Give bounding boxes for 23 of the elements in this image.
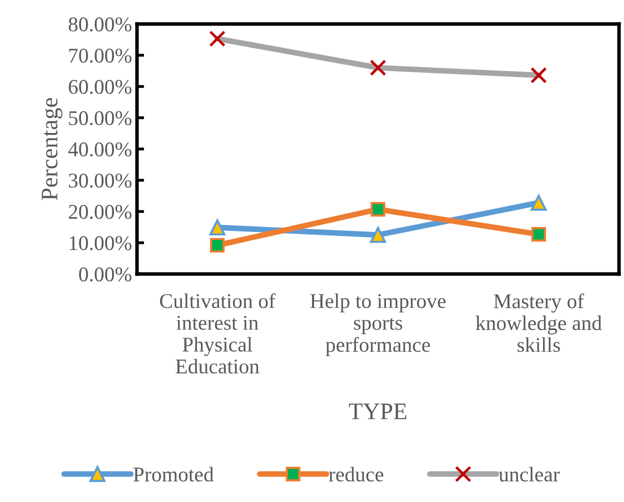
y-tick-label: 50.00% [69,111,132,126]
point [370,202,386,217]
y-axis-title: Percentage [42,98,62,200]
legend-label: Promoted [133,466,214,482]
point [210,238,225,253]
legend-label: reduce [328,466,384,482]
y-tick-label: 40.00% [68,142,132,157]
point [209,219,226,236]
point [530,194,547,211]
x-axis-title: TYPE [348,404,406,420]
y-tick-label: 80.00% [68,17,132,32]
x-tick-label: Help to improve sports performance [310,293,446,356]
x-tick-label: Mastery of knowledge and skills [476,293,602,352]
legend-label: unclear [498,466,560,482]
y-tick-label: 60.00% [68,80,132,94]
point [370,226,386,243]
y-tick-label: 70.00% [69,48,132,63]
y-tick-label: 20.00% [68,204,132,220]
y-tick-label: 10.00% [70,236,132,250]
y-tick-label: 30.00% [68,174,132,188]
point [531,227,546,242]
x-tick-label: Cultivation of interest in Physical Education [160,293,276,374]
y-tick-label: 0.00% [79,267,132,282]
